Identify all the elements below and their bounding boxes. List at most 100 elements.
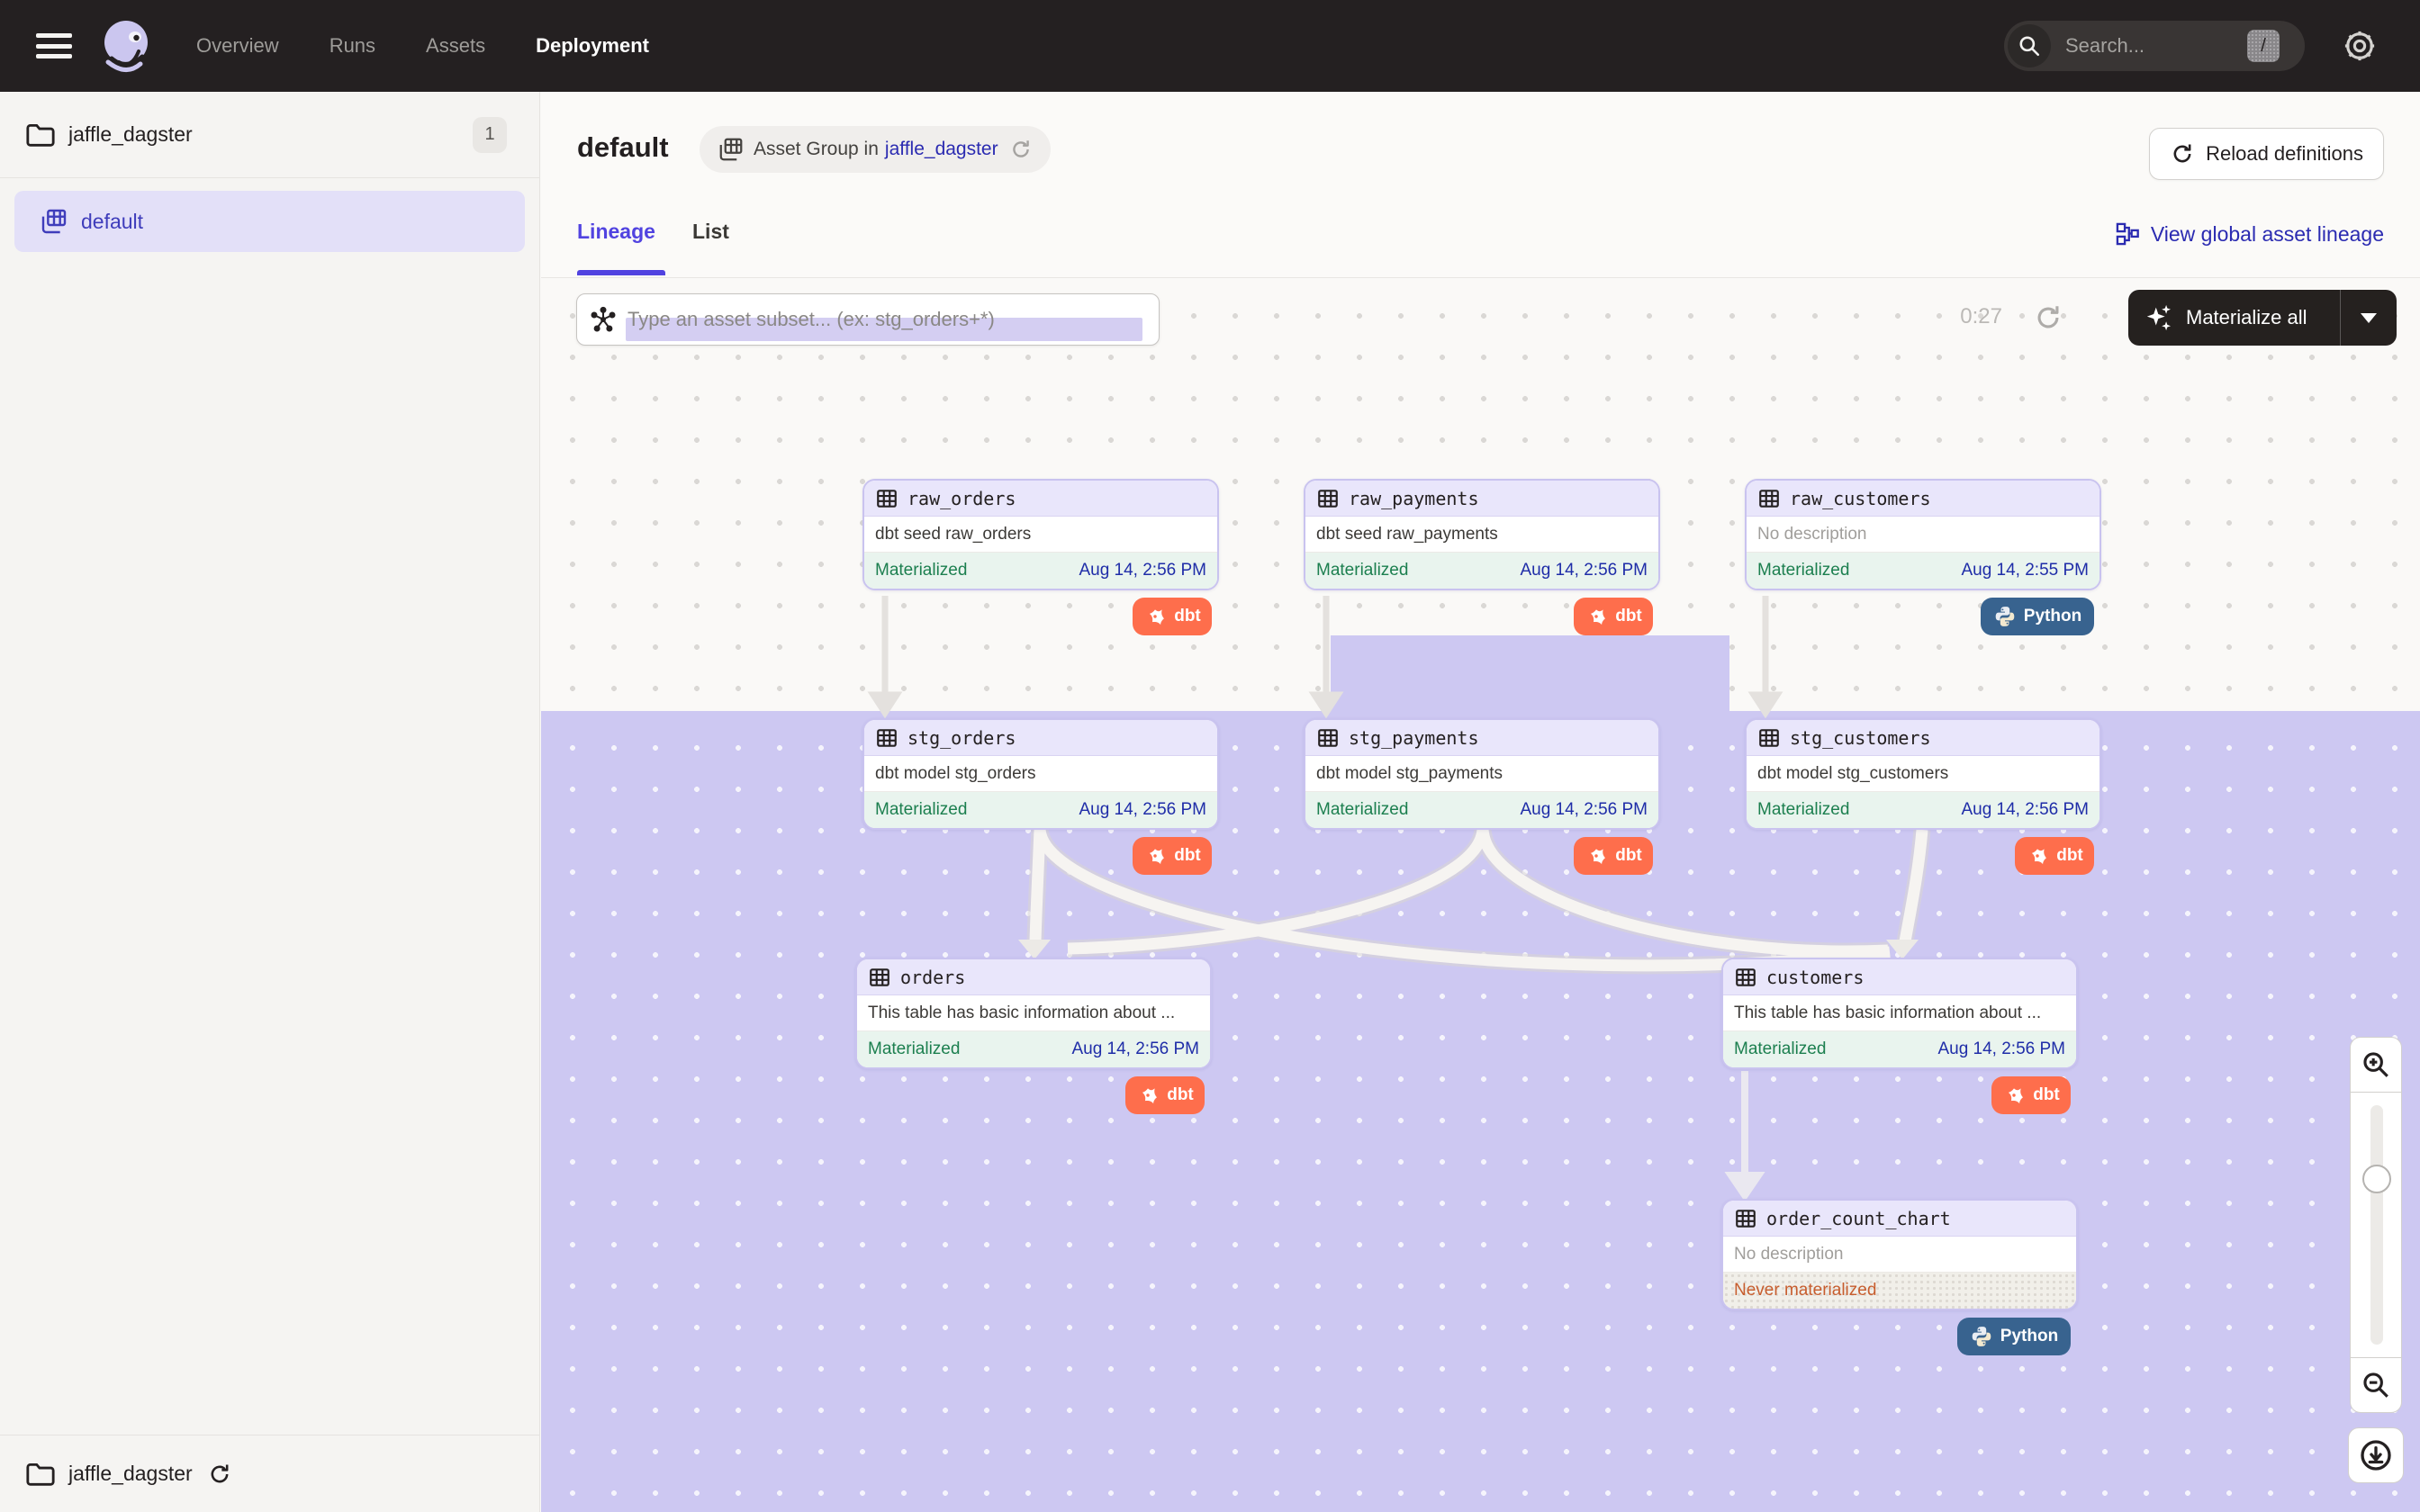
download-image-button[interactable] [2348,1427,2404,1483]
zoom-in-icon [2363,1052,2388,1077]
asset-name: raw_customers [1790,487,1931,509]
status-badge: Materialized [1316,800,1409,819]
table-icon [870,968,889,986]
asset-name: raw_orders [908,487,1016,509]
materialization-timestamp[interactable]: Aug 14, 2:56 PM [1079,800,1206,819]
asset-node-header[interactable]: raw_payments [1305,481,1658,517]
kind-badge-label: dbt [1615,846,1642,865]
python-logo-icon [1995,607,2015,626]
asset-name: orders [900,966,966,988]
sidebar-footer-label: jaffle_dagster [68,1462,193,1485]
asset-node-header[interactable]: stg_orders [864,720,1217,756]
asset-node-header[interactable]: customers [1723,959,2076,995]
settings-gear-icon[interactable] [2341,27,2379,65]
materialize-all-button[interactable]: Materialize all [2128,290,2397,346]
materialization-timestamp[interactable]: Aug 14, 2:56 PM [1520,800,1648,819]
global-search-input[interactable]: Search... / [2004,21,2305,71]
asset-group-project-link[interactable]: jaffle_dagster [884,139,998,159]
asset-description: This table has basic information about .… [1723,995,2076,1031]
dagster-logo-icon[interactable] [99,17,157,75]
zoom-slider-handle[interactable] [2362,1165,2391,1193]
refresh-icon[interactable] [207,1462,232,1487]
kind-badge-label: dbt [1167,1085,1194,1104]
tab-lineage[interactable]: Lineage [577,220,655,243]
view-global-asset-lineage-link[interactable]: View global asset lineage [2115,221,2384,247]
dbt-logo-icon [2009,1088,2024,1104]
nav-overview[interactable]: Overview [196,34,279,57]
refresh-icon[interactable] [2033,302,2063,333]
table-icon [1759,728,1779,747]
asset-status-row: Materialized Aug 14, 2:56 PM [1305,553,1658,589]
menu-icon[interactable] [36,33,72,58]
materialization-timestamp[interactable]: Aug 14, 2:55 PM [1961,561,2089,580]
asset-status-row: Materialized Aug 14, 2:56 PM [1747,792,2099,828]
asset-node-stg_orders[interactable]: stg_orders dbt model stg_orders Materializ… [862,718,1219,830]
refresh-countdown: 0:27 [1960,304,2002,328]
status-badge: Materialized [1734,1040,1827,1058]
status-badge: Materialized [875,561,968,580]
tab-list[interactable]: List [692,220,729,243]
asset-node-raw_payments[interactable]: raw_payments dbt seed raw_payments Materia… [1304,479,1660,590]
asset-description: dbt model stg_payments [1305,756,1658,792]
asset-group-pill: Asset Group in jaffle_dagster [700,126,1051,173]
page-header: default Asset Group in jaffle_dagster Re… [541,92,2420,278]
materialization-timestamp[interactable]: Aug 14, 2:56 PM [1071,1040,1199,1058]
asset-node-order_count_chart[interactable]: order_count_chart No description Never mat… [1721,1199,2078,1310]
subset-input-highlight [626,318,1142,341]
asset-node-header[interactable]: raw_orders [864,481,1217,517]
asset-node-header[interactable]: stg_payments [1305,720,1658,756]
materialization-timestamp[interactable]: Aug 14, 2:56 PM [1961,800,2089,819]
dbt-logo-icon [1150,849,1165,865]
materialization-timestamp[interactable]: Aug 14, 2:56 PM [1937,1040,2065,1058]
subset-placeholder: Type an asset subset... (ex: stg_orders+… [628,308,995,330]
table-icon [1318,728,1338,747]
nav-deployment[interactable]: Deployment [536,34,649,57]
asset-name: stg_orders [908,726,1016,749]
nav-assets[interactable]: Assets [426,34,486,57]
sidebar-footer: jaffle_dagster [0,1435,539,1512]
refresh-icon[interactable] [1009,138,1033,161]
materialization-timestamp[interactable]: Aug 14, 2:56 PM [1520,561,1648,580]
asset-node-stg_payments[interactable]: stg_payments dbt model stg_payments Materi… [1304,718,1660,830]
zoom-controls [2348,1037,2404,1483]
zoom-slider[interactable] [2350,1093,2402,1357]
sidebar-item-default[interactable]: default [14,191,525,252]
selected-subgraph-band [1331,635,1729,713]
asset-node-orders[interactable]: orders This table has basic information a… [855,958,1212,1069]
sidebar-item-label: default [81,209,144,233]
page-title: default [577,131,669,163]
materialize-options-caret[interactable] [2341,312,2397,323]
kind-badge-label: Python [2023,607,2082,626]
asset-node-header[interactable]: order_count_chart [1723,1201,2076,1237]
status-badge: Never materialized [1734,1281,1877,1300]
materialization-timestamp[interactable]: Aug 14, 2:56 PM [1079,561,1206,580]
asset-subset-input[interactable]: Type an asset subset... (ex: stg_orders+… [576,293,1160,346]
asset-name: stg_customers [1790,726,1931,749]
sidebar-project-count-badge: 1 [473,116,507,153]
sidebar-project-row[interactable]: jaffle_dagster 1 [0,92,539,178]
zoom-slider-track[interactable] [2370,1105,2383,1345]
dbt-logo-icon [1591,609,1606,626]
asset-node-stg_customers[interactable]: stg_customers dbt model stg_customers Mate… [1745,718,2101,830]
search-placeholder: Search... [2065,34,2145,57]
asset-node-header[interactable]: stg_customers [1747,720,2099,756]
dbt-kind-badge: dbt [1125,1076,1205,1114]
asset-node-raw_customers[interactable]: raw_customers No description Materialized A… [1745,479,2101,590]
asset-status-row: Materialized Aug 14, 2:56 PM [857,1031,1210,1067]
sidebar-project-label: jaffle_dagster [68,122,193,146]
zoom-out-button[interactable] [2350,1357,2402,1413]
asset-node-header[interactable]: raw_customers [1747,481,2099,517]
asset-node-header[interactable]: orders [857,959,1210,995]
asset-node-customers[interactable]: customers This table has basic informatio… [1721,958,2078,1069]
zoom-in-button[interactable] [2350,1037,2402,1093]
reload-definitions-button[interactable]: Reload definitions [2149,128,2384,180]
asset-description: dbt seed raw_orders [864,517,1217,553]
tab-active-underline [577,270,665,275]
asset-status-row: Materialized Aug 14, 2:56 PM [1723,1031,2076,1067]
nav-runs[interactable]: Runs [329,34,376,57]
asset-group-icon [40,207,68,236]
search-shortcut-key: / [2247,30,2280,62]
kind-badge-label: dbt [2056,846,2083,865]
